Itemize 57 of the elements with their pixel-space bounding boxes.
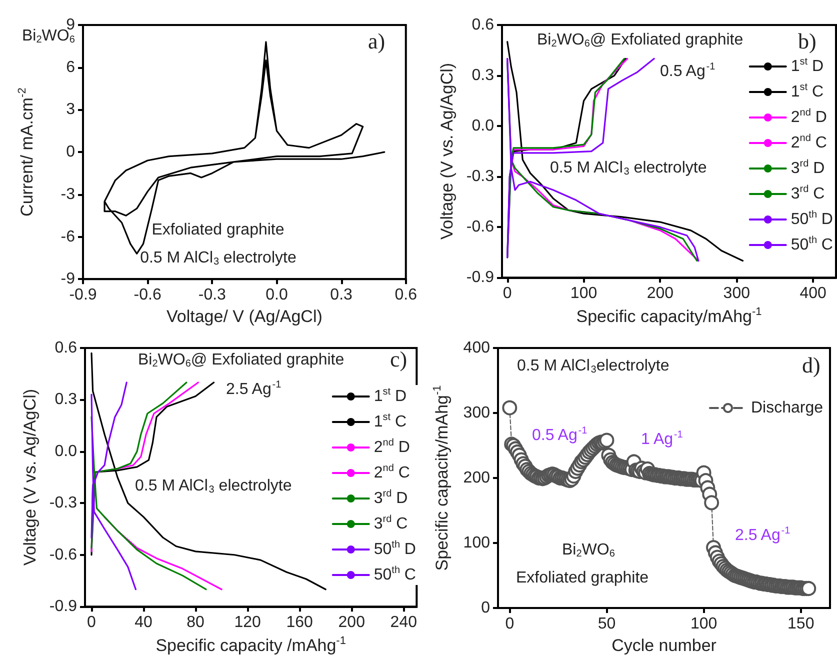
x-tick-label: 120 bbox=[234, 614, 262, 632]
x-tick-label: 0 bbox=[87, 614, 96, 632]
legend-label: Discharge bbox=[750, 400, 824, 416]
x-tick-label: 80 bbox=[186, 614, 205, 632]
y-tick-label: -0.3 bbox=[466, 168, 494, 186]
y-tick-label: 400 bbox=[463, 340, 490, 356]
y-tick-label: 100 bbox=[463, 534, 490, 552]
annotation: d) bbox=[802, 352, 820, 378]
y-axis-title: Specific capacity/mAhg-1 bbox=[432, 385, 452, 571]
y-tick-label: 0.6 bbox=[54, 340, 78, 356]
x-tick-label: 300 bbox=[723, 285, 750, 302]
y-tick-label: 0 bbox=[66, 144, 76, 161]
x-tick-label: 100 bbox=[690, 616, 718, 632]
x-tick-label: 50 bbox=[598, 616, 616, 632]
annotation: a) bbox=[368, 28, 386, 54]
annotation: b) bbox=[798, 28, 816, 54]
y-axis-title: Voltage (V vs. Ag/AgCl) bbox=[20, 388, 40, 566]
annotation: c) bbox=[390, 346, 408, 372]
y-tick-label: -0.3 bbox=[49, 494, 78, 512]
y-tick-label: 300 bbox=[463, 404, 490, 422]
x-tick-label: 200 bbox=[646, 285, 674, 302]
y-tick-label: -0.6 bbox=[466, 218, 494, 236]
x-tick-label: 160 bbox=[286, 614, 314, 632]
x-tick-label: 0 bbox=[505, 616, 514, 632]
y-tick-label: 0.6 bbox=[472, 16, 494, 34]
y-tick-label: -0.9 bbox=[466, 269, 494, 286]
x-tick-label: 0.0 bbox=[266, 286, 288, 304]
x-tick-label: 40 bbox=[134, 614, 153, 632]
y-tick-label: 6 bbox=[66, 58, 76, 76]
x-tick-label: 400 bbox=[800, 285, 827, 302]
y-tick-label: -9 bbox=[60, 270, 76, 288]
y-tick-label: 0 bbox=[481, 600, 490, 616]
y-tick-label: 0.3 bbox=[472, 67, 494, 84]
y-axis-title: Voltage (V vs. Ag/AgCl) bbox=[438, 62, 457, 240]
x-tick-label: -0.3 bbox=[198, 286, 226, 304]
x-tick-label: 240 bbox=[390, 614, 418, 632]
y-tick-label: 200 bbox=[463, 470, 490, 486]
x-tick-label: 0.3 bbox=[330, 286, 353, 304]
y-tick-label: 3 bbox=[66, 101, 76, 118]
x-axis-title: Voltage/ V (Ag/AgCl) bbox=[166, 307, 322, 326]
y-tick-label: -0.6 bbox=[49, 546, 78, 564]
x-axis-title: Cycle number bbox=[612, 636, 717, 655]
x-tick-label: 150 bbox=[788, 616, 814, 632]
annotation: Exfoliated graphite bbox=[152, 222, 284, 238]
x-tick-label: 200 bbox=[338, 614, 366, 632]
y-tick-label: 0.3 bbox=[54, 391, 78, 408]
x-tick-label: -0.6 bbox=[134, 286, 162, 304]
x-tick-label: 100 bbox=[570, 285, 598, 302]
y-axis-title: Current/ mA.cm-2 bbox=[16, 88, 36, 216]
y-tick-label: -0.9 bbox=[49, 598, 78, 616]
y-tick-label: -3 bbox=[60, 186, 76, 203]
x-tick-label: 0.6 bbox=[394, 286, 418, 304]
y-tick-label: 0.0 bbox=[54, 442, 78, 460]
x-tick-label: 0 bbox=[502, 285, 512, 302]
y-tick-label: 0.0 bbox=[472, 118, 494, 135]
annotation: Exfoliated graphite bbox=[516, 570, 649, 586]
y-tick-label: -6 bbox=[60, 228, 76, 246]
